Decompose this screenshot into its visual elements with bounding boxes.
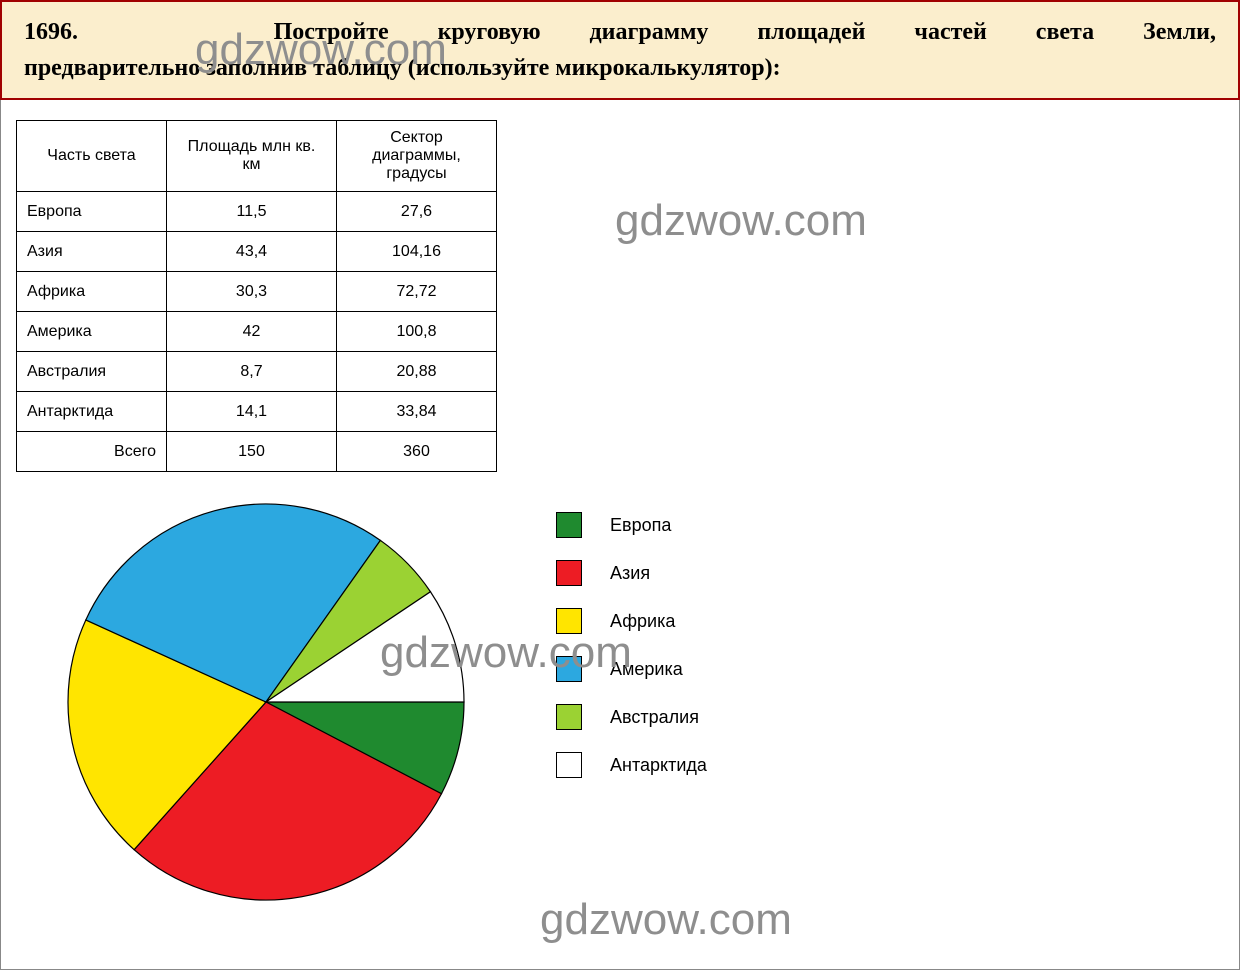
table-row: Европа11,527,6 bbox=[17, 192, 497, 232]
legend-swatch bbox=[556, 656, 582, 682]
table-row: Азия43,4104,16 bbox=[17, 232, 497, 272]
pie-chart bbox=[66, 502, 466, 902]
col-header-degrees: Сектор диаграммы, градусы bbox=[337, 121, 497, 192]
cell-area: 8,7 bbox=[167, 352, 337, 392]
cell-total-degrees: 360 bbox=[337, 432, 497, 472]
cell-degrees: 27,6 bbox=[337, 192, 497, 232]
cell-degrees: 100,8 bbox=[337, 312, 497, 352]
problem-text-line1: 1696. Постройте круговую диаграмму площа… bbox=[24, 14, 1216, 50]
cell-area: 11,5 bbox=[167, 192, 337, 232]
page-root: 1696. Постройте круговую диаграмму площа… bbox=[0, 0, 1240, 970]
cell-degrees: 72,72 bbox=[337, 272, 497, 312]
cell-name: Антарктида bbox=[17, 392, 167, 432]
cell-area: 43,4 bbox=[167, 232, 337, 272]
legend-item: Азия bbox=[556, 560, 707, 586]
cell-name: Европа bbox=[17, 192, 167, 232]
table-row: Африка30,372,72 bbox=[17, 272, 497, 312]
legend: Европа Азия Африка Америка Австралия Антаркти… bbox=[556, 512, 707, 800]
table-row: Америка42100,8 bbox=[17, 312, 497, 352]
data-table: Часть света Площадь млн кв. км Сектор ди… bbox=[16, 120, 497, 472]
cell-degrees: 20,88 bbox=[337, 352, 497, 392]
table-header-row: Часть света Площадь млн кв. км Сектор ди… bbox=[17, 121, 497, 192]
cell-area: 14,1 bbox=[167, 392, 337, 432]
cell-degrees: 33,84 bbox=[337, 392, 497, 432]
legend-label: Европа bbox=[610, 515, 671, 536]
legend-label: Америка bbox=[610, 659, 683, 680]
problem-number: 1696. bbox=[24, 19, 78, 45]
cell-name: Азия bbox=[17, 232, 167, 272]
problem-header: 1696. Постройте круговую диаграмму площа… bbox=[0, 0, 1240, 100]
col-header-area: Площадь млн кв. км bbox=[167, 121, 337, 192]
cell-name: Америка bbox=[17, 312, 167, 352]
cell-area: 30,3 bbox=[167, 272, 337, 312]
cell-total-label: Всего bbox=[17, 432, 167, 472]
cell-name: Африка bbox=[17, 272, 167, 312]
cell-degrees: 104,16 bbox=[337, 232, 497, 272]
legend-item: Европа bbox=[556, 512, 707, 538]
chart-area: Европа Азия Африка Америка Австралия Антаркти… bbox=[26, 492, 1239, 952]
cell-total-area: 150 bbox=[167, 432, 337, 472]
table-total-row: Всего150360 bbox=[17, 432, 497, 472]
legend-item: Америка bbox=[556, 656, 707, 682]
legend-label: Азия bbox=[610, 563, 650, 584]
problem-text-line2: предварительно заполнив таблицу (использ… bbox=[24, 50, 1216, 86]
legend-item: Австралия bbox=[556, 704, 707, 730]
legend-item: Африка bbox=[556, 608, 707, 634]
legend-swatch bbox=[556, 560, 582, 586]
cell-area: 42 bbox=[167, 312, 337, 352]
col-header-name: Часть света bbox=[17, 121, 167, 192]
legend-swatch bbox=[556, 704, 582, 730]
legend-label: Австралия bbox=[610, 707, 699, 728]
legend-item: Антарктида bbox=[556, 752, 707, 778]
table-row: Австралия8,720,88 bbox=[17, 352, 497, 392]
legend-swatch bbox=[556, 752, 582, 778]
legend-label: Антарктида bbox=[610, 755, 707, 776]
problem-line1-rest: Постройте круговую диаграмму площадей ча… bbox=[274, 19, 1216, 45]
cell-name: Австралия bbox=[17, 352, 167, 392]
legend-swatch bbox=[556, 512, 582, 538]
legend-swatch bbox=[556, 608, 582, 634]
table-row: Антарктида14,133,84 bbox=[17, 392, 497, 432]
content-box: Часть света Площадь млн кв. км Сектор ди… bbox=[0, 100, 1240, 970]
legend-label: Африка bbox=[610, 611, 675, 632]
